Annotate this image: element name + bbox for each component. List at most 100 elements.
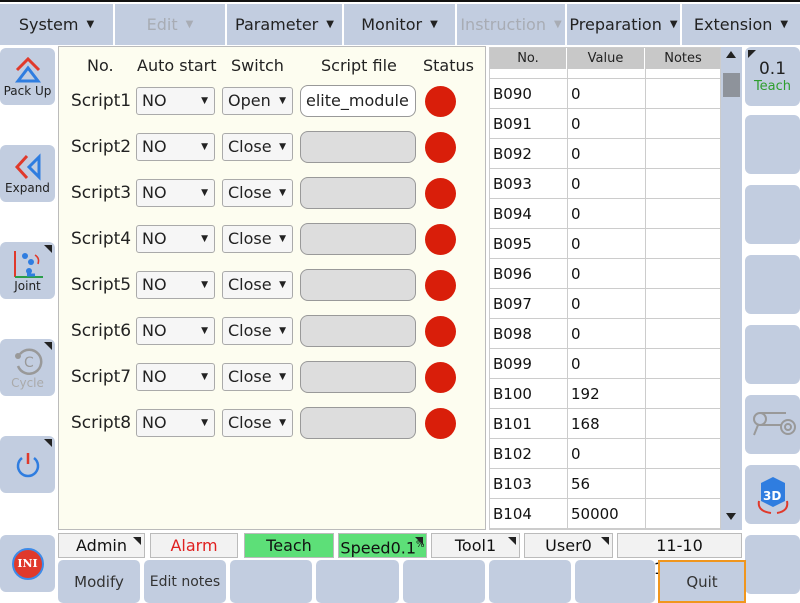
- right-button-2[interactable]: [745, 115, 800, 174]
- table-row[interactable]: B095 0: [490, 229, 720, 259]
- switch-select[interactable]: Close ▼: [222, 133, 293, 161]
- edit-notes-button[interactable]: Edit notes: [144, 560, 226, 603]
- script-file-field[interactable]: [300, 361, 416, 393]
- switch-select[interactable]: Close ▼: [222, 271, 293, 299]
- right-button-5[interactable]: [745, 325, 800, 384]
- scroll-down-arrow[interactable]: [726, 513, 736, 520]
- chevron-down-icon: ▼: [201, 326, 208, 336]
- script-file-field[interactable]: [300, 223, 416, 255]
- switch-select[interactable]: Close ▼: [222, 409, 293, 437]
- table-row[interactable]: B104 50000: [490, 499, 720, 529]
- menu-monitor[interactable]: Monitor ▼: [344, 4, 455, 45]
- table-row[interactable]: B099 0: [490, 349, 720, 379]
- robot-hand-button[interactable]: [745, 395, 800, 454]
- alarm-status[interactable]: Alarm: [150, 533, 238, 558]
- var-no: B099: [493, 355, 532, 373]
- table-row[interactable]: B091 0: [490, 109, 720, 139]
- user-frame-status[interactable]: User0: [524, 533, 613, 558]
- table-row[interactable]: B096 0: [490, 259, 720, 289]
- 3d-view-button[interactable]: 3D: [745, 465, 800, 524]
- auto-start-value: NO: [142, 137, 167, 156]
- bottom-button-6[interactable]: [489, 560, 571, 603]
- var-value: 192: [571, 385, 600, 403]
- auto-start-select[interactable]: NO ▼: [136, 409, 215, 437]
- bottom-button-7[interactable]: [575, 560, 655, 603]
- table-row[interactable]: B103 56: [490, 469, 720, 499]
- table-row[interactable]: B090 0: [490, 79, 720, 109]
- table-row[interactable]: B102 0: [490, 439, 720, 469]
- bottom-button-3[interactable]: [230, 560, 312, 603]
- menu-parameter[interactable]: Parameter ▼: [227, 4, 342, 45]
- user-status[interactable]: Admin: [58, 533, 145, 558]
- menu-instruction[interactable]: Instruction ▼: [457, 4, 565, 45]
- auto-start-select[interactable]: NO ▼: [136, 87, 215, 115]
- table-row[interactable]: B098 0: [490, 319, 720, 349]
- table-scrollbar[interactable]: [721, 47, 742, 530]
- script-file-field[interactable]: [300, 315, 416, 347]
- menu-extension[interactable]: Extension ▼: [682, 4, 800, 45]
- header-auto-start: Auto start: [137, 56, 217, 75]
- script-file-field[interactable]: [300, 407, 416, 439]
- auto-start-select[interactable]: NO ▼: [136, 317, 215, 345]
- status-indicator: [425, 316, 456, 347]
- chevron-down-icon: ▼: [279, 280, 286, 290]
- menu-system[interactable]: System ▼: [0, 4, 113, 45]
- scroll-thumb[interactable]: [723, 73, 740, 97]
- switch-select[interactable]: Close ▼: [222, 179, 293, 207]
- pack-up-button[interactable]: Pack Up: [0, 48, 55, 105]
- tool-status[interactable]: Tool1: [431, 533, 520, 558]
- menu-label: Instruction: [460, 15, 546, 34]
- script-file-field[interactable]: [300, 131, 416, 163]
- script-file-field[interactable]: [300, 177, 416, 209]
- modify-button[interactable]: Modify: [58, 560, 140, 603]
- switch-select[interactable]: Close ▼: [222, 225, 293, 253]
- power-button[interactable]: [0, 436, 55, 493]
- table-row[interactable]: [490, 69, 720, 79]
- switch-select[interactable]: Close ▼: [222, 317, 293, 345]
- status-indicator: [425, 408, 456, 439]
- table-row[interactable]: B092 0: [490, 139, 720, 169]
- expand-button[interactable]: Expand: [0, 145, 55, 202]
- right-button-8[interactable]: [745, 535, 800, 594]
- script-name: Script5: [71, 275, 132, 295]
- switch-select[interactable]: Open ▼: [222, 87, 293, 115]
- switch-select[interactable]: Close ▼: [222, 363, 293, 391]
- user-label: Admin: [76, 536, 127, 555]
- menu-preparation[interactable]: Preparation ▼: [567, 4, 680, 45]
- speed-status[interactable]: Speed0.1%: [338, 533, 427, 558]
- auto-start-select[interactable]: NO ▼: [136, 133, 215, 161]
- auto-start-select[interactable]: NO ▼: [136, 179, 215, 207]
- table-row[interactable]: B093 0: [490, 169, 720, 199]
- right-button-3[interactable]: [745, 185, 800, 244]
- script-row: Script8 NO ▼ Close ▼: [59, 407, 487, 441]
- speed-mode-button[interactable]: 0.1 Teach: [745, 47, 800, 106]
- col-value: Value: [567, 48, 645, 69]
- col-no: No.: [490, 48, 567, 69]
- var-no: B090: [493, 85, 532, 103]
- var-value: 0: [571, 175, 581, 193]
- menu-edit[interactable]: Edit ▼: [115, 4, 225, 45]
- var-value: 0: [571, 295, 581, 313]
- bottom-button-4[interactable]: [316, 560, 399, 603]
- right-button-4[interactable]: [745, 255, 800, 314]
- bottom-button-5[interactable]: [403, 560, 485, 603]
- cycle-button[interactable]: C Cycle: [0, 339, 55, 396]
- var-value: 56: [571, 475, 591, 493]
- table-row[interactable]: B101 168: [490, 409, 720, 439]
- script-file-field[interactable]: [300, 269, 416, 301]
- quit-button[interactable]: Quit: [658, 560, 746, 603]
- auto-start-select[interactable]: NO ▼: [136, 363, 215, 391]
- auto-start-select[interactable]: NO ▼: [136, 271, 215, 299]
- ini-button[interactable]: INI: [0, 535, 55, 592]
- table-row[interactable]: B100 192: [490, 379, 720, 409]
- joint-button[interactable]: Joint: [0, 242, 55, 299]
- scroll-up-arrow[interactable]: [726, 51, 736, 58]
- table-row[interactable]: B094 0: [490, 199, 720, 229]
- robot-arm-icon: [752, 411, 796, 435]
- auto-start-select[interactable]: NO ▼: [136, 225, 215, 253]
- table-row[interactable]: B097 0: [490, 289, 720, 319]
- switch-value: Close: [228, 321, 272, 340]
- menu-label: Monitor: [361, 15, 423, 34]
- switch-value: Close: [228, 183, 272, 202]
- script-file-field[interactable]: elite_module: [300, 85, 416, 117]
